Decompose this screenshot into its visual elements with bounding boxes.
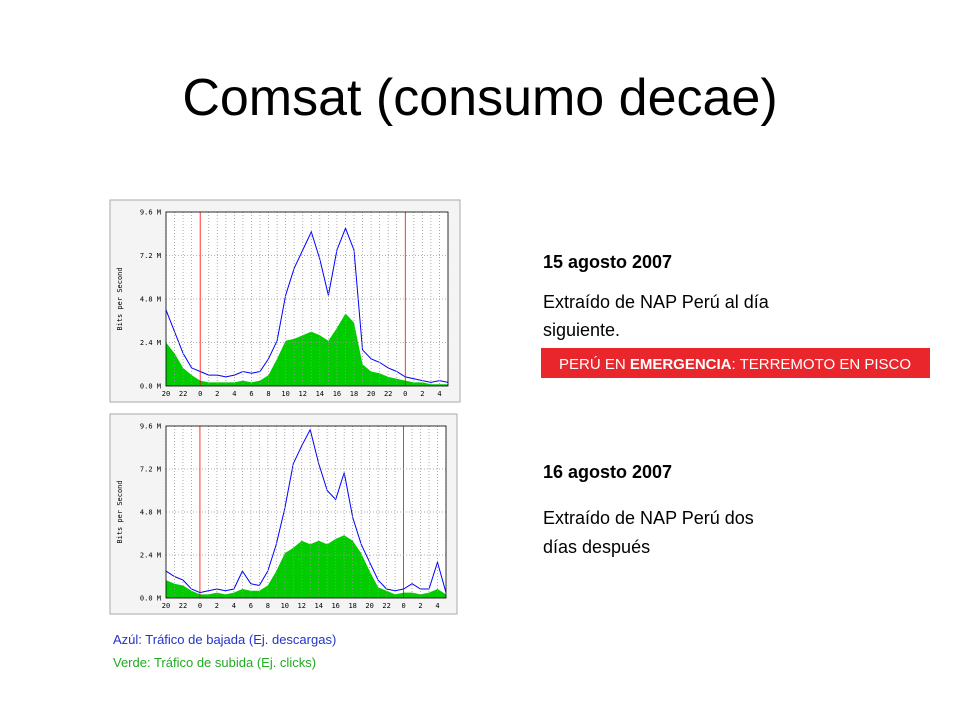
y-tick-label: 4.8 M bbox=[140, 509, 161, 517]
note-text: Extraído de NAP Perú dos bbox=[543, 508, 754, 528]
x-tick-label: 2 bbox=[418, 602, 422, 610]
note-date: 15 agosto 2007 bbox=[543, 252, 672, 272]
x-tick-label: 6 bbox=[249, 602, 253, 610]
x-tick-label: 2 bbox=[215, 602, 219, 610]
x-tick-label: 14 bbox=[315, 602, 323, 610]
note-date: 16 agosto 2007 bbox=[543, 462, 672, 482]
download-line bbox=[165, 428, 447, 594]
x-tick-label: 20 bbox=[162, 602, 170, 610]
x-tick-label: 22 bbox=[179, 390, 187, 398]
note-text: días después bbox=[543, 537, 650, 557]
upload-area bbox=[166, 313, 448, 386]
x-tick-label: 16 bbox=[331, 602, 339, 610]
y-tick-label: 9.6 M bbox=[140, 423, 161, 431]
x-tick-label: 0 bbox=[198, 390, 202, 398]
x-tick-label: 18 bbox=[350, 390, 358, 398]
x-tick-label: 12 bbox=[298, 602, 306, 610]
y-tick-label: 4.8 M bbox=[140, 296, 161, 304]
x-tick-label: 16 bbox=[333, 390, 341, 398]
x-tick-label: 4 bbox=[435, 602, 439, 610]
plot-border bbox=[165, 425, 447, 599]
x-tick-label: 22 bbox=[179, 602, 187, 610]
x-tick-label: 12 bbox=[299, 390, 307, 398]
x-tick-label: 8 bbox=[266, 390, 270, 398]
y-tick-label: 2.4 M bbox=[140, 552, 161, 560]
x-tick-label: 18 bbox=[348, 602, 356, 610]
note-text: Extraído de NAP Perú al día bbox=[543, 292, 770, 312]
x-tick-label: 20 bbox=[162, 390, 170, 398]
x-tick-label: 8 bbox=[266, 602, 270, 610]
x-tick-label: 4 bbox=[232, 602, 236, 610]
legend-note: Verde: Tráfico de subida (Ej. clicks) bbox=[113, 655, 316, 670]
banner-part: PERÚ EN bbox=[559, 356, 630, 373]
x-tick-label: 2 bbox=[420, 390, 424, 398]
y-axis-label: Bits per Second bbox=[116, 480, 124, 543]
x-tick-label: 4 bbox=[232, 390, 236, 398]
banner-part: : TERREMOTO EN PISCO bbox=[732, 356, 911, 373]
x-tick-label: 2 bbox=[215, 390, 219, 398]
x-tick-label: 4 bbox=[437, 390, 441, 398]
x-tick-label: 0 bbox=[401, 602, 405, 610]
slide-title: Comsat (consumo decae) bbox=[182, 69, 777, 127]
legend-note: Azúl: Tráfico de bajada (Ej. descargas) bbox=[113, 632, 336, 647]
x-tick-label: 22 bbox=[384, 390, 392, 398]
plot-border bbox=[165, 211, 449, 387]
y-tick-label: 9.6 M bbox=[140, 209, 161, 217]
x-tick-label: 14 bbox=[316, 390, 324, 398]
note-text: siguiente. bbox=[543, 320, 620, 340]
x-tick-label: 10 bbox=[281, 390, 289, 398]
banner-part: EMERGENCIA bbox=[630, 356, 732, 373]
banner-text: PERÚ EN EMERGENCIA: TERREMOTO EN PISCO bbox=[559, 356, 911, 373]
download-line bbox=[165, 226, 449, 383]
x-tick-label: 22 bbox=[382, 602, 390, 610]
upload-area bbox=[166, 535, 446, 598]
y-tick-label: 0.0 M bbox=[140, 383, 161, 391]
y-tick-label: 0.0 M bbox=[140, 595, 161, 603]
x-tick-label: 0 bbox=[198, 602, 202, 610]
y-tick-label: 7.2 M bbox=[140, 252, 161, 260]
y-tick-label: 2.4 M bbox=[140, 339, 161, 347]
x-tick-label: 20 bbox=[367, 390, 375, 398]
y-axis-label: Bits per Second bbox=[116, 267, 124, 330]
x-tick-label: 0 bbox=[403, 390, 407, 398]
banner bbox=[541, 348, 930, 378]
x-tick-label: 10 bbox=[281, 602, 289, 610]
x-tick-label: 6 bbox=[249, 390, 253, 398]
x-tick-label: 20 bbox=[365, 602, 373, 610]
y-tick-label: 7.2 M bbox=[140, 466, 161, 474]
